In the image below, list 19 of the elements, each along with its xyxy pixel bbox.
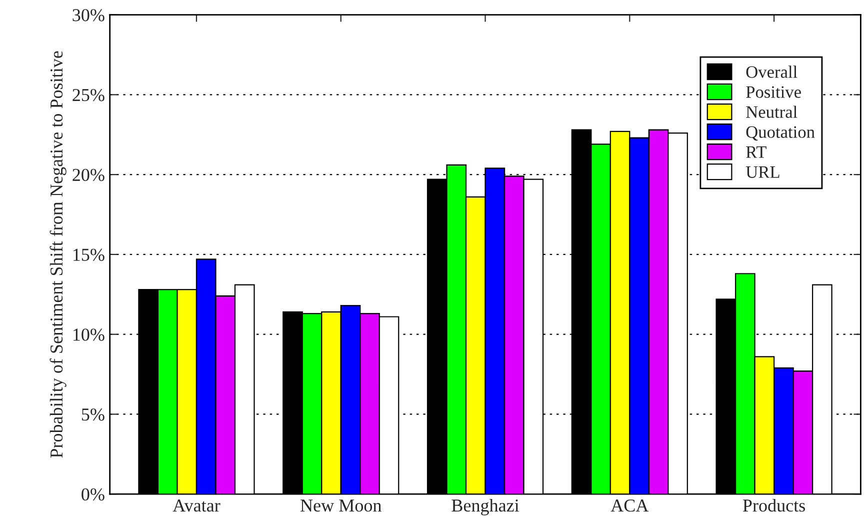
y-tick-label: 15% <box>73 248 104 261</box>
y-axis-title: Probability of Sentiment Shift from Negative to Positive <box>50 51 66 458</box>
y-tick-label: 25% <box>72 88 104 102</box>
x-tick-label: Benghazi <box>452 498 520 516</box>
y-tick-label: 10% <box>73 328 104 341</box>
x-tick-label: Avatar <box>172 500 220 512</box>
x-tick-label: Products <box>742 498 805 512</box>
legend-label: Neutral <box>746 106 798 118</box>
y-tick-label: 20% <box>72 168 104 182</box>
y-tick-label: 0% <box>82 488 104 501</box>
y-tick-label: 5% <box>82 408 104 421</box>
legend-label: RT <box>746 146 766 158</box>
legend-label: Quotation <box>746 126 815 141</box>
legend-label: Overall <box>746 66 798 78</box>
legend-label: Positive <box>746 86 801 98</box>
x-tick-label: New Moon <box>300 500 382 512</box>
y-tick-label: 30% <box>72 9 104 22</box>
legend-label: URL <box>746 166 780 178</box>
x-tick-label: ACA <box>610 500 649 512</box>
